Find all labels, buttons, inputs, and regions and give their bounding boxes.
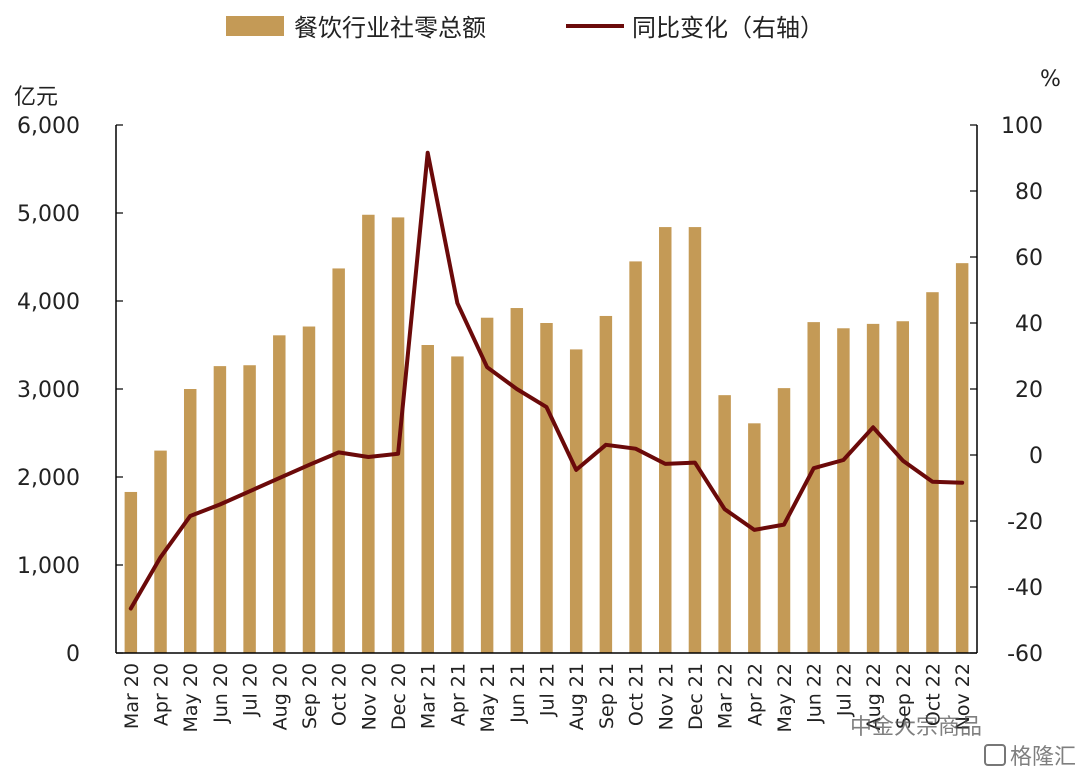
right-tick-label-7: 80 [1015, 180, 1043, 205]
category-label-15: Aug 21 [566, 663, 588, 730]
category-label-10: Mar 21 [418, 663, 440, 729]
bar-2 [183, 389, 197, 653]
category-label-25: Aug 22 [863, 663, 885, 730]
legend-swatch-bars [226, 16, 284, 36]
category-label-26: Sep 22 [893, 663, 915, 729]
yoy-line [128, 150, 965, 611]
category-label-8: Nov 20 [358, 663, 380, 730]
bar-23 [807, 322, 820, 653]
left-tick-label-6: 6,000 [17, 114, 80, 139]
category-label-9: Dec 20 [388, 663, 410, 730]
category-label-20: Mar 22 [715, 663, 737, 729]
watermark-text-1: 中金大宗商品 [850, 715, 982, 740]
bar-12 [480, 317, 494, 653]
tick-labels: 0 1,000 2,000 3,000 4,000 5,000 6,000 -60 -40 -20… [17, 114, 1043, 733]
right-axis-unit: % [1040, 67, 1061, 92]
bar-26 [896, 321, 910, 653]
left-tick-label-3: 3,000 [17, 378, 80, 403]
category-label-19: Dec 21 [685, 663, 707, 730]
bar-0 [124, 491, 138, 653]
category-label-21: Apr 22 [744, 663, 766, 726]
bar-17 [629, 261, 642, 653]
bar-15 [569, 349, 583, 653]
bar-5 [273, 335, 286, 653]
bar-27 [926, 292, 939, 653]
category-label-18: Nov 21 [655, 663, 677, 730]
bar-28 [955, 263, 969, 653]
bar-6 [302, 326, 316, 653]
category-label-1: Apr 20 [151, 663, 173, 726]
right-tick-label-0: -60 [1007, 642, 1043, 667]
category-label-13: Jun 21 [507, 663, 529, 724]
category-label-23: Jun 22 [804, 663, 826, 724]
bar-14 [540, 323, 553, 653]
watermark: 中金大宗商品 格隆汇 [850, 715, 1076, 770]
category-label-24: Jul 22 [833, 663, 855, 717]
right-tick-label-2: -20 [1007, 510, 1043, 535]
watermark-logo-icon [984, 744, 1006, 766]
left-tick-label-0: 0 [66, 642, 80, 667]
category-label-22: May 22 [774, 663, 796, 733]
bar-8 [362, 214, 375, 653]
bar-series [124, 214, 969, 653]
category-label-14: Jul 21 [537, 663, 559, 717]
category-label-16: Sep 21 [596, 663, 618, 729]
right-tick-label-1: -40 [1007, 576, 1043, 601]
category-label-2: May 20 [180, 663, 202, 733]
bar-10 [421, 345, 434, 653]
bar-25 [866, 323, 880, 653]
bar-3 [213, 366, 227, 653]
bar-1 [154, 450, 167, 653]
left-tick-label-2: 2,000 [17, 466, 80, 491]
left-axis-unit: 亿元 [14, 85, 58, 110]
legend-label-bars: 餐饮行业社零总额 [294, 14, 486, 42]
right-tick-label-5: 40 [1015, 312, 1043, 337]
left-tick-label-4: 4,000 [17, 290, 80, 315]
bar-18 [659, 227, 672, 653]
left-tick-label-5: 5,000 [17, 202, 80, 227]
legend-label-line: 同比变化（右轴） [632, 14, 824, 42]
watermark-text-2: 格隆汇 [1010, 745, 1076, 770]
right-tick-label-8: 100 [1001, 114, 1043, 139]
right-tick-label-6: 60 [1015, 246, 1043, 271]
category-label-17: Oct 21 [626, 663, 648, 726]
category-label-0: Mar 20 [121, 663, 143, 729]
bar-24 [837, 328, 850, 653]
bar-4 [243, 365, 256, 653]
category-label-11: Apr 21 [447, 663, 469, 726]
line-series [128, 150, 965, 611]
left-tick-label-1: 1,000 [17, 554, 80, 579]
legend: 餐饮行业社零总额 同比变化（右轴） [226, 14, 824, 42]
bar-19 [688, 227, 702, 653]
category-label-3: Jun 20 [210, 663, 232, 724]
bar-13 [510, 308, 524, 653]
bar-7 [332, 268, 345, 653]
category-label-4: Jul 20 [240, 663, 262, 717]
category-label-27: Oct 22 [922, 663, 944, 726]
category-label-5: Aug 20 [269, 663, 291, 730]
bar-20 [718, 395, 731, 653]
category-label-7: Oct 20 [329, 663, 351, 726]
bar-16 [599, 315, 613, 653]
category-label-12: May 21 [477, 663, 499, 733]
axes [115, 124, 978, 654]
right-tick-label-3: 0 [1029, 444, 1043, 469]
category-label-6: Sep 20 [299, 663, 321, 729]
right-tick-label-4: 20 [1015, 378, 1043, 403]
bar-11 [451, 356, 464, 653]
bar-21 [748, 423, 761, 653]
category-label-28: Nov 22 [952, 663, 974, 730]
